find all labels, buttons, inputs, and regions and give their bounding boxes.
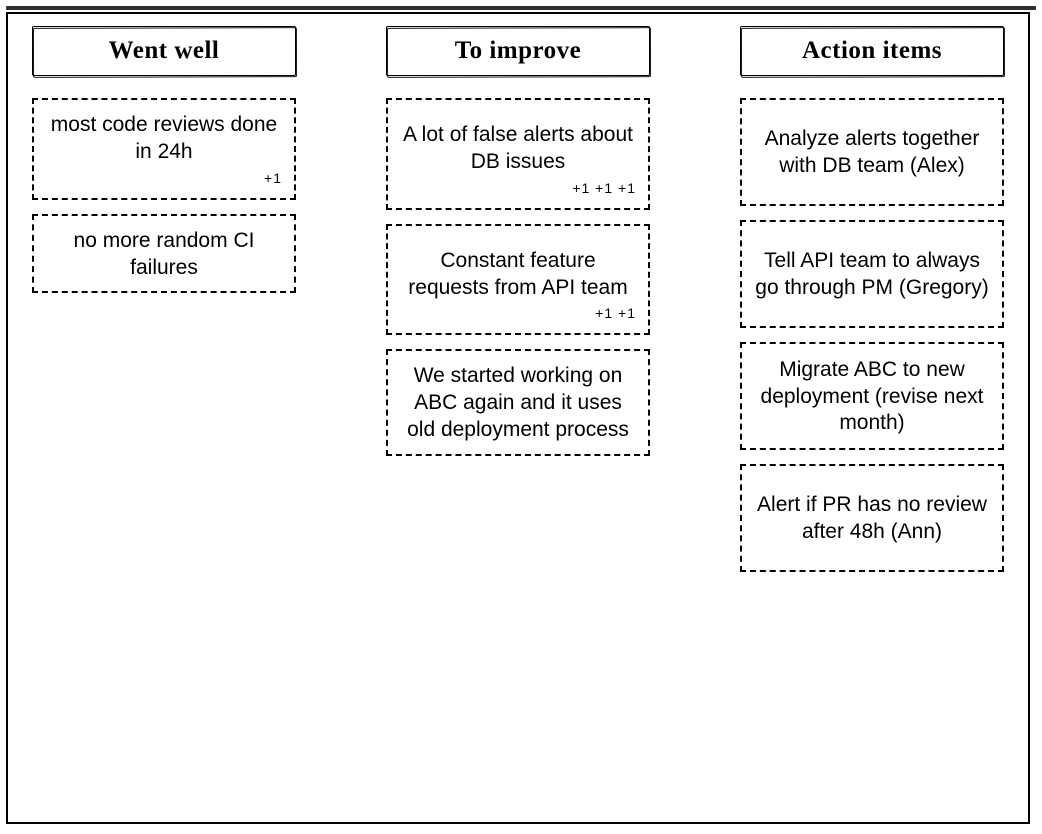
column-title: Action items <box>740 26 1004 76</box>
retro-card[interactable]: Migrate ABC to new deployment (revise ne… <box>740 342 1004 450</box>
card-list: Analyze alerts together with DB team (Al… <box>740 98 1004 572</box>
card-text: most code reviews done in 24h <box>44 112 284 166</box>
card-text: Alert if PR has no review after 48h (Ann… <box>752 492 992 546</box>
retro-card[interactable]: Analyze alerts together with DB team (Al… <box>740 98 1004 206</box>
column-title: Went well <box>32 26 296 76</box>
card-text: Migrate ABC to new deployment (revise ne… <box>752 357 992 438</box>
card-text: We started working on ABC again and it u… <box>398 363 638 444</box>
retro-card[interactable]: A lot of false alerts about DB issues +1… <box>386 98 650 210</box>
column-header-went-well: Went well <box>32 26 296 76</box>
retro-board: Went well most code reviews done in 24h … <box>6 12 1030 824</box>
column-action-items: Action items Analyze alerts together wit… <box>740 26 1004 804</box>
column-went-well: Went well most code reviews done in 24h … <box>32 26 296 804</box>
card-votes: +1 +1 +1 <box>572 180 638 198</box>
retro-card[interactable]: no more random CI failures <box>32 214 296 294</box>
column-to-improve: To improve A lot of false alerts about D… <box>386 26 650 804</box>
card-text: no more random CI failures <box>44 228 284 282</box>
card-list: A lot of false alerts about DB issues +1… <box>386 98 650 456</box>
card-text: Analyze alerts together with DB team (Al… <box>752 126 992 180</box>
card-list: most code reviews done in 24h +1 no more… <box>32 98 296 293</box>
column-header-to-improve: To improve <box>386 26 650 76</box>
retro-card[interactable]: Constant feature requests from API team … <box>386 224 650 336</box>
card-votes: +1 +1 <box>595 305 638 323</box>
window-top-edge <box>6 6 1036 10</box>
column-header-action-items: Action items <box>740 26 1004 76</box>
retro-card[interactable]: We started working on ABC again and it u… <box>386 349 650 456</box>
card-text: A lot of false alerts about DB issues <box>398 122 638 176</box>
retro-card[interactable]: Tell API team to always go through PM (G… <box>740 220 1004 328</box>
retro-card[interactable]: Alert if PR has no review after 48h (Ann… <box>740 464 1004 572</box>
column-title: To improve <box>386 26 650 76</box>
card-votes: +1 <box>264 170 284 188</box>
retro-card[interactable]: most code reviews done in 24h +1 <box>32 98 296 200</box>
card-text: Constant feature requests from API team <box>398 248 638 302</box>
card-text: Tell API team to always go through PM (G… <box>752 248 992 302</box>
